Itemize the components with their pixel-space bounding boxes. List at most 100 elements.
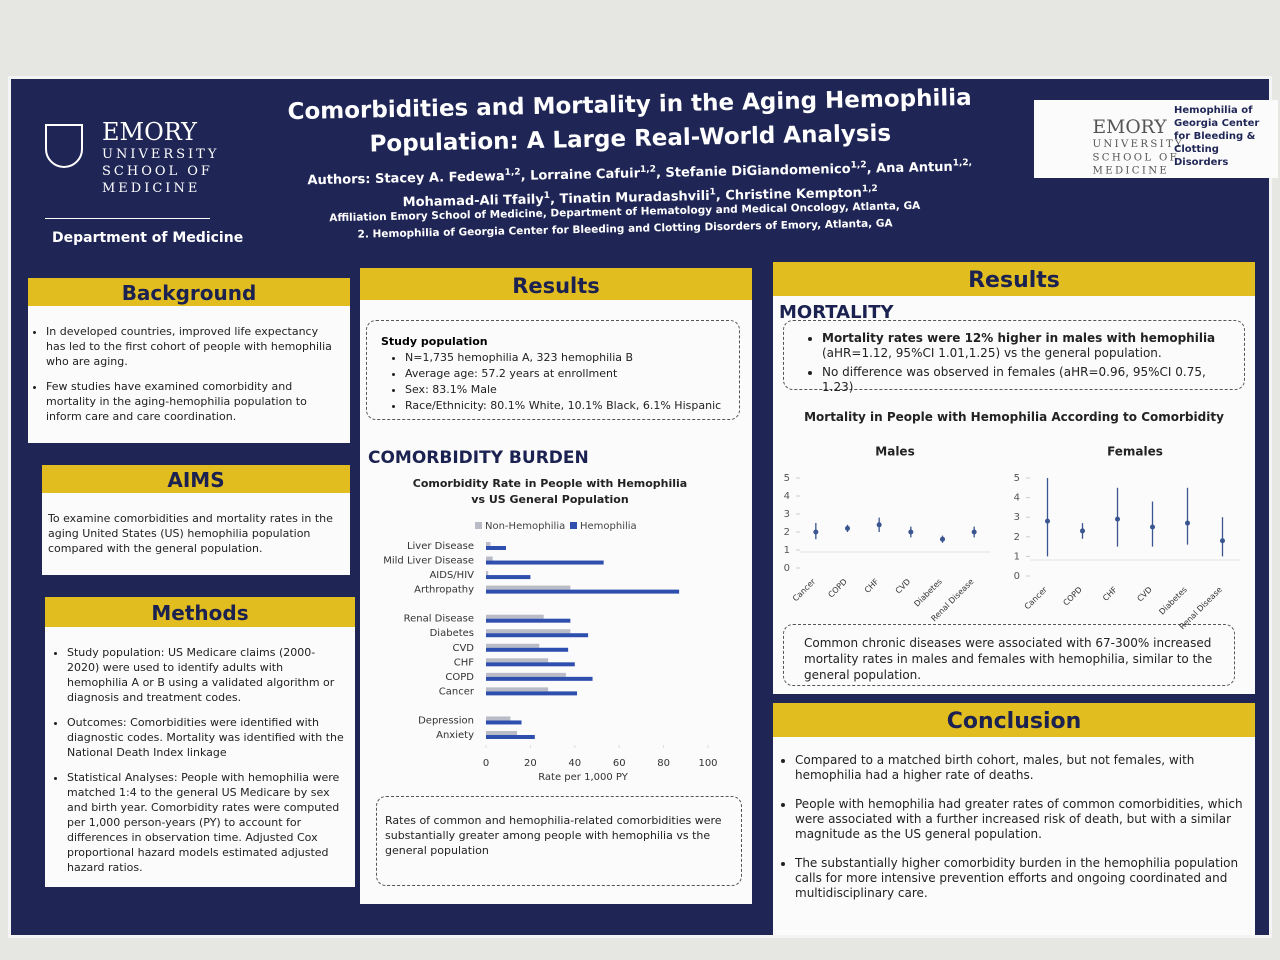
legend-label: Hemophilia [580, 521, 637, 532]
bar [486, 556, 493, 561]
bullet: Race/Ethnicity: 80.1% White, 10.1% Black… [405, 398, 739, 413]
category-label: Cancer [1023, 585, 1050, 612]
bullets: Compared to a matched birth cohort, male… [777, 753, 1245, 901]
y-tick-label: 3 [784, 509, 790, 520]
bar [486, 687, 549, 692]
heading: Results [360, 268, 752, 300]
results-right-panel: Results MORTALITY Mortality rates were 12%… [773, 262, 1255, 694]
logo-text: UNIVERSITY [102, 147, 220, 162]
category-label: Cancer [791, 577, 818, 604]
logo-text: MEDICINE [1092, 165, 1170, 177]
aims-panel: AIMS To examine comorbidities and mortali… [42, 465, 350, 575]
bar [486, 618, 571, 623]
bar [486, 589, 680, 594]
chart-title: Mortality in People with Hemophilia Acco… [804, 410, 1224, 424]
point [1115, 516, 1120, 522]
category-label: Anxiety [436, 730, 474, 741]
note-text: Common chronic diseases were associated … [804, 636, 1213, 682]
methods-panel: Methods Study population: US Medicare cla… [45, 597, 355, 887]
logo-text: SCHOOL OF [1092, 151, 1180, 164]
bar [486, 720, 522, 725]
bar [486, 633, 589, 638]
heading: Methods [45, 597, 355, 627]
category-label: Liver Disease [407, 541, 474, 552]
category-label: COPD [445, 672, 474, 683]
category-label: Mild Liver Disease [383, 556, 474, 567]
bar [486, 571, 489, 576]
category-label: Diabetes [430, 628, 474, 639]
bar [486, 629, 571, 634]
legend-swatch [570, 522, 577, 529]
point [1080, 528, 1085, 534]
x-tick-label: 80 [657, 758, 670, 769]
study-label: Study population [381, 335, 488, 348]
bullet-bold: Mortality rates were 12% higher in males… [822, 331, 1216, 345]
bar [486, 662, 575, 667]
category-label: AIDS/HIV [429, 570, 474, 581]
partner-logo: EMORY UNIVERSITY SCHOOL OF MEDICINE Hemophil… [1034, 100, 1278, 178]
category-label: COPD [1061, 585, 1084, 608]
y-tick-label: 2 [1014, 532, 1020, 543]
category-label: COPD [826, 577, 849, 600]
bar [486, 560, 604, 565]
bullet: In developed countries, improved life ex… [46, 324, 340, 369]
burden-heading: COMORBIDITY BURDEN [368, 448, 589, 468]
background-panel: Background In developed countries, improv… [28, 278, 350, 443]
category-label: Renal Disease [404, 614, 474, 625]
legend-label: Non-Hemophilia [485, 521, 565, 532]
category-label: CVD [894, 577, 913, 596]
point [1185, 520, 1190, 526]
study-bullets: N=1,735 hemophilia A, 323 hemophilia BAv… [387, 350, 739, 413]
category-label: Diabetes [1157, 585, 1188, 616]
mortality-box: Mortality rates were 12% higher in males… [783, 320, 1245, 394]
point [876, 522, 882, 528]
conclusion-panel: Conclusion Compared to a matched birth co… [773, 703, 1255, 935]
logo-text: MEDICINE [102, 181, 201, 196]
x-tick-label: 40 [568, 758, 581, 769]
y-tick-label: 0 [1014, 571, 1020, 582]
point [908, 529, 914, 535]
department: Department of Medicine [52, 230, 244, 246]
bullets: In developed countries, improved life ex… [28, 324, 340, 424]
bar [486, 647, 569, 652]
category-label: CHF [454, 657, 475, 668]
category-label: CVD [452, 643, 474, 654]
point [1220, 538, 1225, 544]
logo-text: UNIVERSITY [1092, 138, 1185, 151]
bar [486, 691, 578, 696]
note-text: Rates of common and hemophilia-related c… [385, 814, 722, 857]
bar [486, 575, 531, 580]
bar [486, 672, 566, 677]
bullet-text: (aHR=1.12, 95%CI 1.01,1.25) vs the gener… [822, 346, 1162, 360]
x-axis-label: Rate per 1,000 PY [538, 772, 629, 783]
category-label: Diabetes [912, 577, 943, 608]
bullet: Statistical Analyses: People with hemoph… [67, 770, 347, 875]
y-tick-label: 5 [784, 473, 790, 484]
chart-title: vs US General Population [471, 493, 628, 506]
x-tick-label: 100 [698, 758, 717, 769]
bar [486, 658, 549, 663]
y-tick-label: 1 [1014, 551, 1020, 562]
partner-text: Hemophilia of Georgia Center for Bleedin… [1174, 105, 1260, 168]
shield [45, 124, 83, 168]
bar [486, 585, 571, 590]
chart-title: Comorbidity Rate in People with Hemophil… [413, 477, 687, 490]
point [1150, 524, 1155, 530]
logo-text: EMORY [102, 118, 197, 146]
point [940, 536, 945, 542]
point [1045, 518, 1050, 524]
aims-text: To examine comorbidities and mortality r… [48, 512, 333, 555]
category-label: CVD [1135, 585, 1154, 604]
bullet: Study population: US Medicare claims (20… [67, 645, 347, 705]
mortality-bullets: Mortality rates were 12% higher in males… [804, 331, 1238, 395]
bullets: Study population: US Medicare claims (20… [49, 645, 347, 875]
heading: Conclusion [773, 703, 1255, 737]
note: Rates of common and hemophilia-related c… [376, 796, 742, 886]
y-tick-label: 0 [784, 563, 790, 574]
legend-swatch [475, 522, 482, 529]
bullet: No difference was observed in females (a… [822, 365, 1238, 395]
bullet: Mortality rates were 12% higher in males… [822, 331, 1238, 361]
